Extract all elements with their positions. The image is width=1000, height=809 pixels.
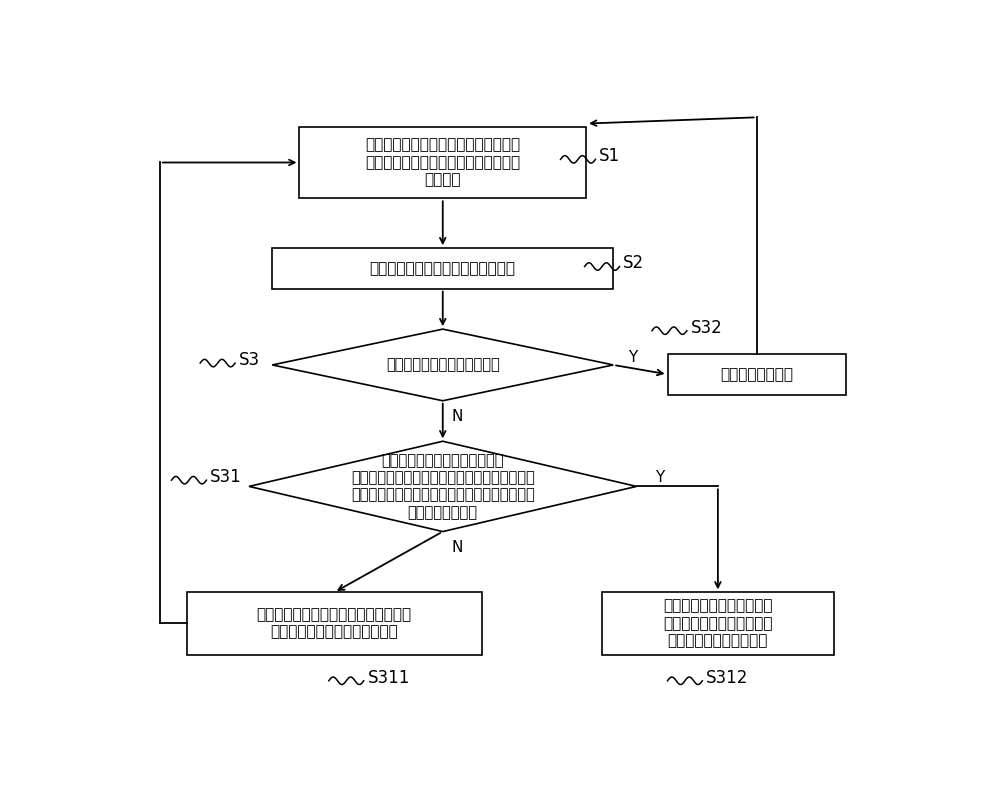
Text: 将摄像机采集到的图像进行解码后还原
成帧图片，对所述帧图片进行光照补偿
的预处理: 将摄像机采集到的图像进行解码后还原 成帧图片，对所述帧图片进行光照补偿 的预处理 xyxy=(365,138,520,188)
Text: 从预处理后的帧图片中获取人脸图片: 从预处理后的帧图片中获取人脸图片 xyxy=(370,260,516,276)
Text: S31: S31 xyxy=(210,468,242,486)
FancyBboxPatch shape xyxy=(187,592,482,654)
Text: Y: Y xyxy=(628,350,637,365)
FancyBboxPatch shape xyxy=(272,248,613,289)
Text: S2: S2 xyxy=(623,254,644,273)
Text: S1: S1 xyxy=(599,147,620,165)
Text: 根据所述预测的结果定位获取下一张人
脸图片在下一张帧图片中的位置: 根据所述预测的结果定位获取下一张人 脸图片在下一张帧图片中的位置 xyxy=(257,608,412,640)
Text: 丢弃所述人脸图片: 丢弃所述人脸图片 xyxy=(720,366,793,382)
Text: Y: Y xyxy=(655,470,664,485)
Polygon shape xyxy=(249,441,637,532)
Text: S312: S312 xyxy=(706,669,749,687)
Text: 根据所述人脸图片中的人脸特征
判断人脸的年龄段及性别，对人脸的运行轨迹进
行预测，并根据所述预测的结果跟踪所述人脸并
判断跟踪是否丢失: 根据所述人脸图片中的人脸特征 判断人脸的年龄段及性别，对人脸的运行轨迹进 行预测… xyxy=(351,453,535,520)
FancyBboxPatch shape xyxy=(602,592,834,654)
Text: S3: S3 xyxy=(239,351,260,369)
Polygon shape xyxy=(272,329,613,400)
Text: S311: S311 xyxy=(368,669,410,687)
Text: N: N xyxy=(451,540,462,555)
Text: N: N xyxy=(451,409,462,424)
FancyBboxPatch shape xyxy=(668,354,846,395)
Text: S32: S32 xyxy=(691,319,722,337)
Text: 判断所述人脸图片是否为假脸: 判断所述人脸图片是否为假脸 xyxy=(386,358,500,372)
Text: 对所述人脸图片进行最佳姿
态筛选，选出旋转角度和清
晰度最佳的五张人脸图片: 对所述人脸图片进行最佳姿 态筛选，选出旋转角度和清 晰度最佳的五张人脸图片 xyxy=(663,599,773,648)
FancyBboxPatch shape xyxy=(299,127,586,198)
